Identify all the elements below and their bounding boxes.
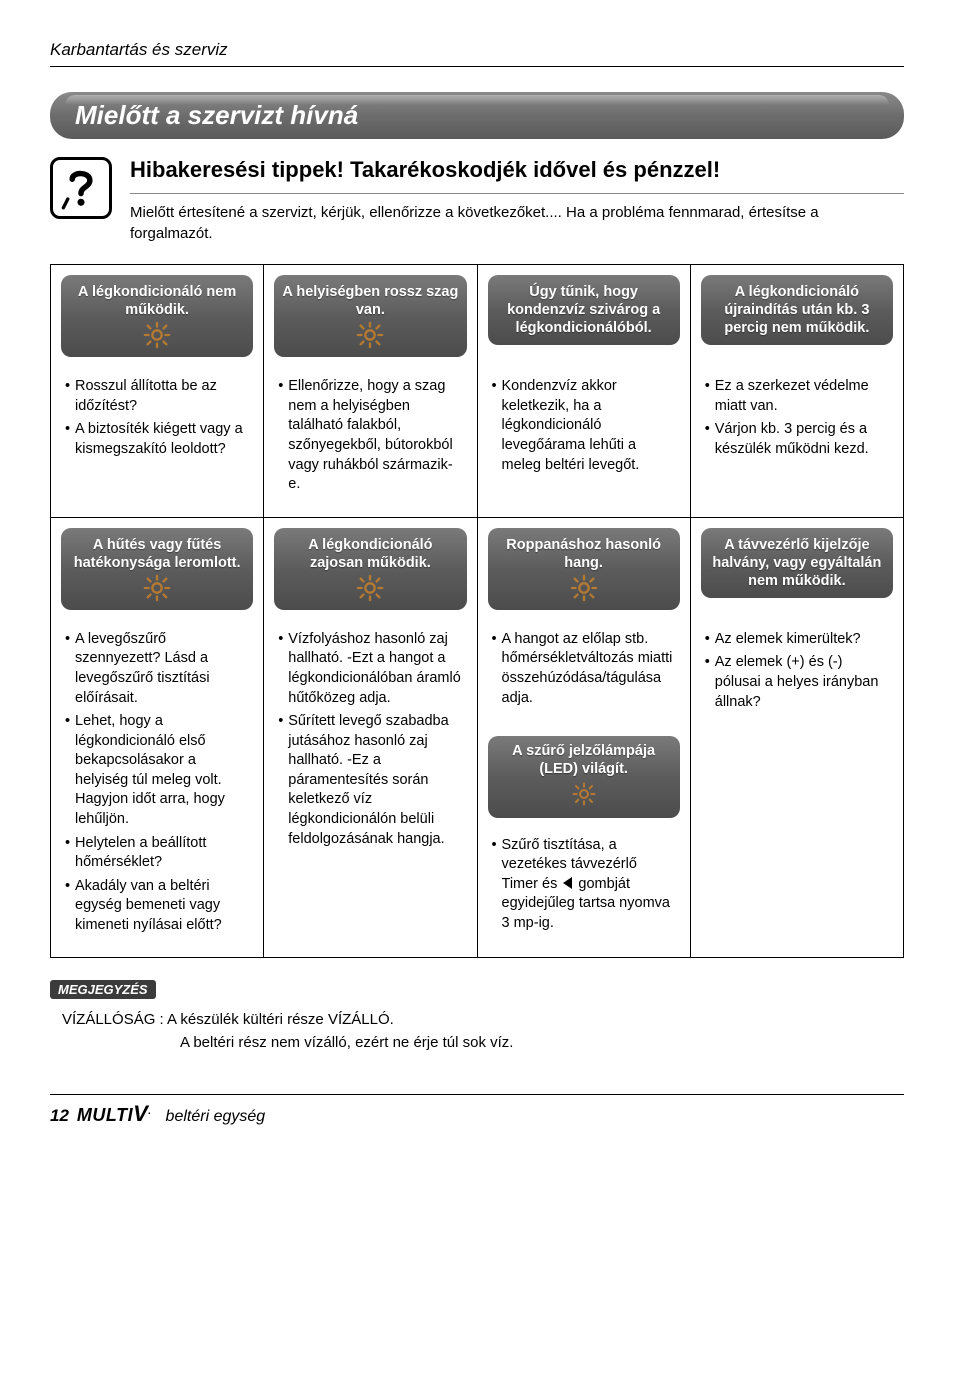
troubleshoot-grid: A légkondicionáló nem működik. A helyisé… — [50, 264, 904, 958]
item: A biztosíték kiégett vagy a kismegszakít… — [65, 420, 249, 459]
cell-b-2-2: Vízfolyáshoz hasonló zaj hallható. -Ezt … — [264, 618, 476, 871]
page-number: 12 — [50, 1106, 69, 1126]
cell-h-1-2: A helyiségben rossz szag van. — [274, 275, 466, 357]
intro-text: Hibakeresési tippek! Takarékoskodjék idő… — [130, 157, 904, 244]
sun-icon — [143, 574, 171, 602]
item: Szűrő tisztítása, a vezetékes távvezérlő… — [492, 836, 676, 934]
item: Rosszul állította be az időzítést? — [65, 377, 249, 416]
item: Ez a szerkezet védelme miatt van. — [705, 377, 889, 416]
cell-h-2-2: A légkondicionáló zajosan működik. — [274, 528, 466, 610]
cell-h-1-1-label: A légkondicionáló nem működik. — [69, 283, 245, 319]
note-line-1: VÍZÁLLÓSÁG : A készülék kültéri része VÍ… — [62, 1009, 904, 1032]
cell-b-1-1: Rosszul állította be az időzítést? A biz… — [51, 365, 263, 481]
item: Vízfolyáshoz hasonló zaj hallható. -Ezt … — [278, 630, 462, 708]
item: Lehet, hogy a légkondicionáló első bekap… — [65, 712, 249, 829]
sun-icon — [572, 782, 596, 806]
intro-row: Hibakeresési tippek! Takarékoskodjék idő… — [50, 157, 904, 244]
brand-text: MULTI — [77, 1105, 133, 1125]
sun-icon — [356, 321, 384, 349]
cell-mid-2-3: A szűrő jelzőlámpája (LED) világít. — [488, 736, 680, 817]
intro-body: Mielőtt értesítené a szervizt, kérjük, e… — [130, 193, 904, 244]
item: Az elemek kimerültek? — [705, 630, 889, 650]
brand-v: V — [133, 1101, 148, 1126]
cell-b-1-2: Ellenőrizze, hogy a szag nem a helyiségb… — [264, 365, 476, 516]
note-body: VÍZÁLLÓSÁG : A készülék kültéri része VÍ… — [62, 1009, 904, 1054]
cell-h-2-1-label: A hűtés vagy fűtés hatékonysága leromlot… — [69, 536, 245, 572]
cell-h-2-4: A távvezérlő kijelzője halvány, vagy egy… — [701, 528, 893, 598]
cell-h-2-1: A hűtés vagy fűtés hatékonysága leromlot… — [61, 528, 253, 610]
footer-sub: beltéri egység — [166, 1108, 266, 1126]
note-section: MEGJEGYZÉS VÍZÁLLÓSÁG : A készülék külté… — [50, 980, 904, 1054]
intro-heading: Hibakeresési tippek! Takarékoskodjék idő… — [130, 157, 904, 183]
cell-b-1-3: Kondenzvíz akkor keletkezik, ha a légkon… — [478, 365, 690, 497]
item: A levegőszűrő szennyezett? Lásd a levegő… — [65, 630, 249, 708]
cell-h-2-3-label: Roppanáshoz hasonló hang. — [496, 536, 672, 572]
item: Sűrített levegő szabadba jutásához hason… — [278, 712, 462, 849]
cell-b-2-1: A levegőszűrő szennyezett? Lásd a levegő… — [51, 618, 263, 957]
item: Kondenzvíz akkor keletkezik, ha a légkon… — [492, 377, 676, 475]
cell-b-2-4: Az elemek kimerültek? Az elemek (+) és (… — [691, 618, 903, 734]
item: Akadály van a beltéri egység bemeneti va… — [65, 877, 249, 936]
cell-h-1-1: A légkondicionáló nem működik. — [61, 275, 253, 357]
note-line-2: A beltéri rész nem vízálló, ezért ne érj… — [62, 1032, 904, 1055]
left-triangle-icon — [563, 877, 572, 889]
item: Az elemek (+) és (-) pólusai a helyes ir… — [705, 653, 889, 712]
page-footer: 12 MULTIV. beltéri egység — [50, 1094, 904, 1127]
question-icon — [50, 157, 112, 219]
item: Várjon kb. 3 percig és a készülék működn… — [705, 420, 889, 459]
sun-icon — [570, 574, 598, 602]
breadcrumb: Karbantartás és szerviz — [50, 40, 904, 67]
cell-h-2-2-label: A légkondicionáló zajosan működik. — [282, 536, 458, 572]
page-title-bar: Mielőtt a szervizt hívná — [50, 92, 904, 139]
cell-h-1-4: A légkondicionáló újraindítás után kb. 3… — [701, 275, 893, 345]
note-tag: MEGJEGYZÉS — [50, 980, 156, 999]
page-title: Mielőtt a szervizt hívná — [75, 100, 358, 130]
cell-b-1-4: Ez a szerkezet védelme miatt van. Várjon… — [691, 365, 903, 481]
item: A hangot az előlap stb. hőmérsékletválto… — [492, 630, 676, 708]
item: Helytelen a beállított hőmérséklet? — [65, 834, 249, 873]
cell-mid-2-3-label: A szűrő jelzőlámpája (LED) világít. — [512, 743, 655, 777]
sun-icon — [356, 574, 384, 602]
cell-h-1-2-label: A helyiségben rossz szag van. — [282, 283, 458, 319]
item: Ellenőrizze, hogy a szag nem a helyiségb… — [278, 377, 462, 494]
cell-b-2-3x: Szűrő tisztítása, a vezetékes távvezérlő… — [478, 824, 690, 956]
sun-icon — [143, 321, 171, 349]
cell-h-2-3: Roppanáshoz hasonló hang. — [488, 528, 680, 610]
brand-logo: MULTIV. — [77, 1101, 152, 1127]
cell-b-2-3: A hangot az előlap stb. hőmérsékletválto… — [478, 618, 690, 730]
cell-h-1-3: Úgy tűnik, hogy kondenzvíz szivárog a lé… — [488, 275, 680, 345]
